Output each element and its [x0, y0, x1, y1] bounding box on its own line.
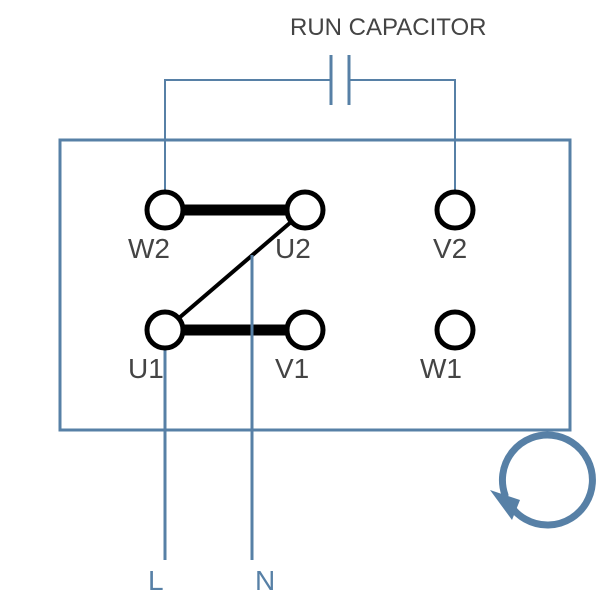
label-u2: U2 — [275, 233, 311, 264]
rotation-arrow-icon — [490, 435, 592, 525]
terminal-v1 — [287, 312, 323, 348]
terminal-w1 — [437, 312, 473, 348]
capacitor-wires — [165, 55, 455, 192]
capacitor-label: RUN CAPACITOR — [290, 14, 486, 41]
label-l: L — [148, 565, 164, 596]
link-u1-u2-diag — [165, 210, 305, 330]
label-w2: W2 — [128, 233, 170, 264]
terminal-labels: W2 U2 V2 U1 V1 W1 — [128, 233, 467, 384]
wiring-diagram: RUN CAPACITOR W2 U2 V2 — [0, 0, 607, 607]
label-n: N — [255, 565, 275, 596]
label-v1: V1 — [275, 353, 309, 384]
lead-wires — [165, 255, 252, 560]
terminal-u2 — [287, 192, 323, 228]
label-u1: U1 — [128, 353, 164, 384]
terminal-v2 — [437, 192, 473, 228]
label-w1: W1 — [420, 353, 462, 384]
label-v2: V2 — [433, 233, 467, 264]
lead-labels: L N — [148, 565, 275, 596]
terminal-w2 — [147, 192, 183, 228]
terminal-box — [60, 140, 570, 430]
terminal-u1 — [147, 312, 183, 348]
